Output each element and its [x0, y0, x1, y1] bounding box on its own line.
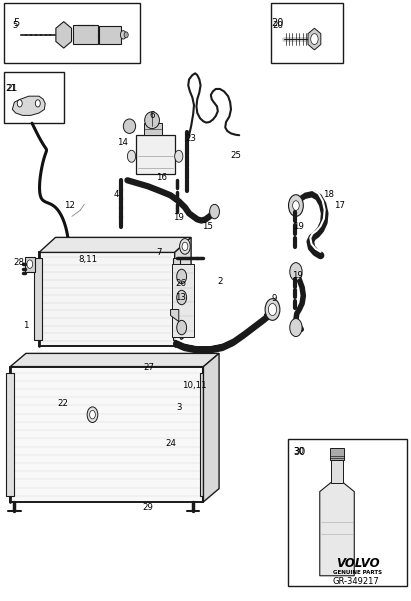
Ellipse shape	[165, 410, 171, 419]
Text: 12: 12	[65, 201, 75, 210]
Polygon shape	[175, 237, 191, 346]
Text: 21: 21	[7, 84, 18, 93]
Text: 25: 25	[231, 151, 242, 159]
Bar	[271, 3, 343, 63]
Text: 29: 29	[143, 504, 153, 512]
Text: 30: 30	[294, 448, 305, 456]
Bar	[331, 460, 343, 483]
Ellipse shape	[265, 299, 280, 320]
Polygon shape	[56, 22, 72, 48]
Ellipse shape	[293, 201, 299, 210]
Text: 18: 18	[323, 190, 334, 198]
Text: 4: 4	[113, 191, 119, 199]
Bar	[73, 25, 98, 44]
Bar	[4, 72, 64, 123]
Text: 5: 5	[13, 19, 20, 28]
Ellipse shape	[127, 150, 136, 162]
Text: 8,11: 8,11	[78, 255, 97, 264]
Bar	[330, 448, 344, 460]
Text: 30: 30	[293, 447, 305, 457]
Ellipse shape	[17, 100, 22, 107]
Ellipse shape	[35, 100, 40, 107]
Text: 27: 27	[144, 364, 155, 372]
Polygon shape	[308, 28, 321, 50]
Ellipse shape	[290, 319, 302, 337]
Bar	[288, 439, 407, 586]
Ellipse shape	[123, 119, 136, 133]
Polygon shape	[320, 483, 354, 576]
Polygon shape	[39, 237, 191, 252]
Ellipse shape	[182, 242, 188, 251]
Text: 1: 1	[23, 322, 29, 330]
Text: 3: 3	[176, 403, 182, 412]
Ellipse shape	[268, 304, 277, 316]
Polygon shape	[10, 353, 219, 367]
Text: 15: 15	[202, 222, 213, 231]
Text: 20: 20	[272, 21, 283, 29]
Polygon shape	[203, 353, 219, 502]
Text: 7: 7	[157, 248, 162, 257]
Bar	[10, 367, 203, 502]
Ellipse shape	[290, 263, 302, 281]
Ellipse shape	[81, 242, 96, 264]
Text: 19: 19	[293, 222, 303, 231]
Polygon shape	[171, 310, 179, 322]
Text: VOLVO: VOLVO	[336, 557, 379, 570]
Bar	[25, 257, 35, 272]
Text: 28: 28	[14, 258, 24, 267]
Ellipse shape	[311, 34, 318, 44]
Ellipse shape	[84, 247, 92, 259]
Text: 22: 22	[57, 400, 68, 408]
Ellipse shape	[177, 320, 187, 335]
Bar	[136, 135, 175, 174]
Ellipse shape	[87, 407, 98, 423]
Bar	[200, 373, 208, 496]
Text: 19: 19	[173, 213, 184, 222]
Text: 26: 26	[175, 279, 186, 288]
Text: GENUINE PARTS: GENUINE PARTS	[333, 570, 382, 575]
Ellipse shape	[124, 32, 128, 38]
Text: 2: 2	[217, 277, 223, 285]
Ellipse shape	[180, 239, 190, 254]
Text: 19: 19	[292, 271, 302, 279]
Text: 16: 16	[156, 173, 166, 182]
Bar	[173, 258, 180, 340]
Polygon shape	[163, 406, 173, 423]
Text: 24: 24	[165, 439, 176, 448]
Ellipse shape	[90, 410, 95, 419]
Ellipse shape	[210, 204, 219, 219]
Ellipse shape	[177, 269, 187, 284]
Bar	[34, 258, 42, 340]
Bar	[144, 123, 162, 135]
Bar	[99, 26, 121, 44]
Text: 5: 5	[12, 21, 18, 29]
Text: 14: 14	[117, 138, 128, 147]
Ellipse shape	[120, 31, 126, 39]
Ellipse shape	[177, 290, 187, 305]
Ellipse shape	[289, 195, 303, 216]
Text: 10,11: 10,11	[182, 382, 206, 390]
Text: 21: 21	[6, 85, 16, 93]
Text: 20: 20	[271, 18, 284, 28]
Bar	[39, 252, 175, 346]
Polygon shape	[12, 96, 45, 115]
Text: 9: 9	[272, 294, 277, 303]
Ellipse shape	[175, 150, 183, 162]
Bar	[6, 373, 14, 496]
Ellipse shape	[27, 260, 32, 268]
Ellipse shape	[145, 112, 159, 129]
Text: 6: 6	[149, 111, 155, 120]
Text: 13: 13	[175, 293, 185, 302]
Bar	[4, 3, 140, 63]
Bar	[172, 264, 194, 337]
Text: 17: 17	[334, 201, 344, 210]
Text: 23: 23	[186, 134, 196, 142]
Text: GR-349217: GR-349217	[332, 577, 379, 585]
